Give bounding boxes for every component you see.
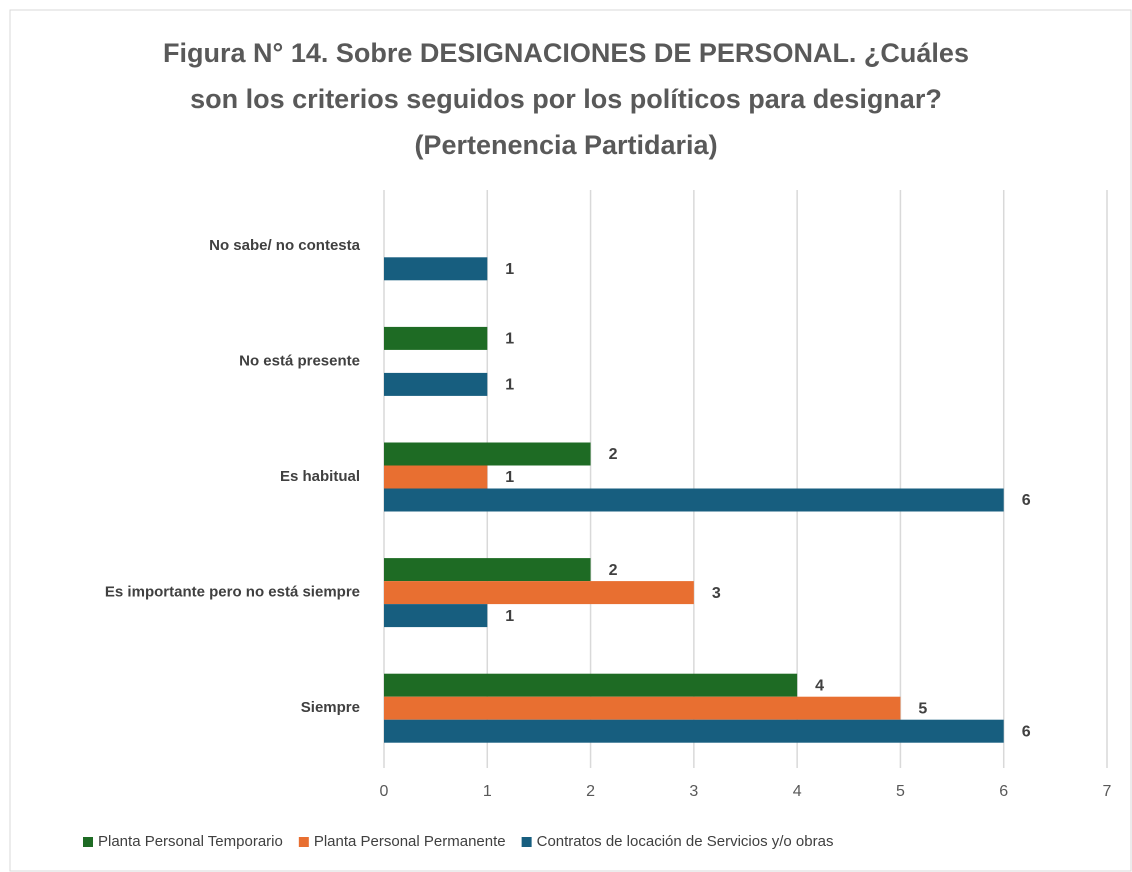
bar	[384, 558, 591, 582]
value-label: 4	[815, 677, 824, 694]
legend-swatch	[298, 837, 309, 847]
bar	[384, 488, 1004, 512]
y-tick-label: Es habitual	[280, 468, 360, 485]
x-tick-label: 5	[896, 783, 905, 800]
x-tick-label: 0	[380, 783, 389, 800]
y-tick-label: Siempre	[301, 699, 360, 716]
y-tick-label: No está presente	[239, 352, 360, 369]
legend-label: Contratos de locación de Servicios y/o o…	[537, 833, 834, 850]
value-label: 1	[505, 331, 514, 348]
value-label: 1	[505, 608, 514, 625]
value-label: 1	[505, 261, 514, 278]
bar	[384, 372, 488, 396]
y-tick-label: No sabe/ no contesta	[209, 237, 361, 254]
value-label: 6	[1022, 723, 1031, 740]
bar	[384, 581, 694, 605]
legend-swatch	[521, 837, 532, 847]
legend-label: Planta Personal Temporario	[98, 833, 283, 850]
x-tick-label: 3	[689, 783, 698, 800]
chart-title: Figura N° 14. Sobre DESIGNACIONES DE PER…	[163, 38, 969, 160]
x-tick-label: 1	[483, 783, 492, 800]
bar	[384, 326, 488, 350]
bar	[384, 604, 488, 628]
bar	[384, 673, 798, 697]
value-label: 6	[1022, 492, 1031, 509]
x-tick-label: 2	[586, 783, 595, 800]
bar	[384, 257, 488, 281]
value-label: 2	[609, 446, 618, 463]
value-label: 1	[505, 377, 514, 394]
bar	[384, 442, 591, 466]
value-label: 2	[609, 562, 618, 579]
chart-border	[9, 9, 1132, 872]
legend-label: Planta Personal Permanente	[314, 833, 506, 850]
bar	[384, 719, 1004, 743]
value-label: 5	[918, 700, 927, 717]
x-tick-label: 7	[1103, 783, 1112, 800]
bar	[384, 696, 901, 720]
value-label: 3	[712, 585, 721, 602]
legend-swatch	[83, 837, 93, 847]
value-label: 1	[505, 469, 514, 486]
bar	[384, 465, 488, 489]
y-tick-label: Es importante pero no está siempre	[105, 584, 360, 601]
x-tick-label: 4	[793, 783, 802, 800]
x-tick-label: 6	[999, 783, 1008, 800]
